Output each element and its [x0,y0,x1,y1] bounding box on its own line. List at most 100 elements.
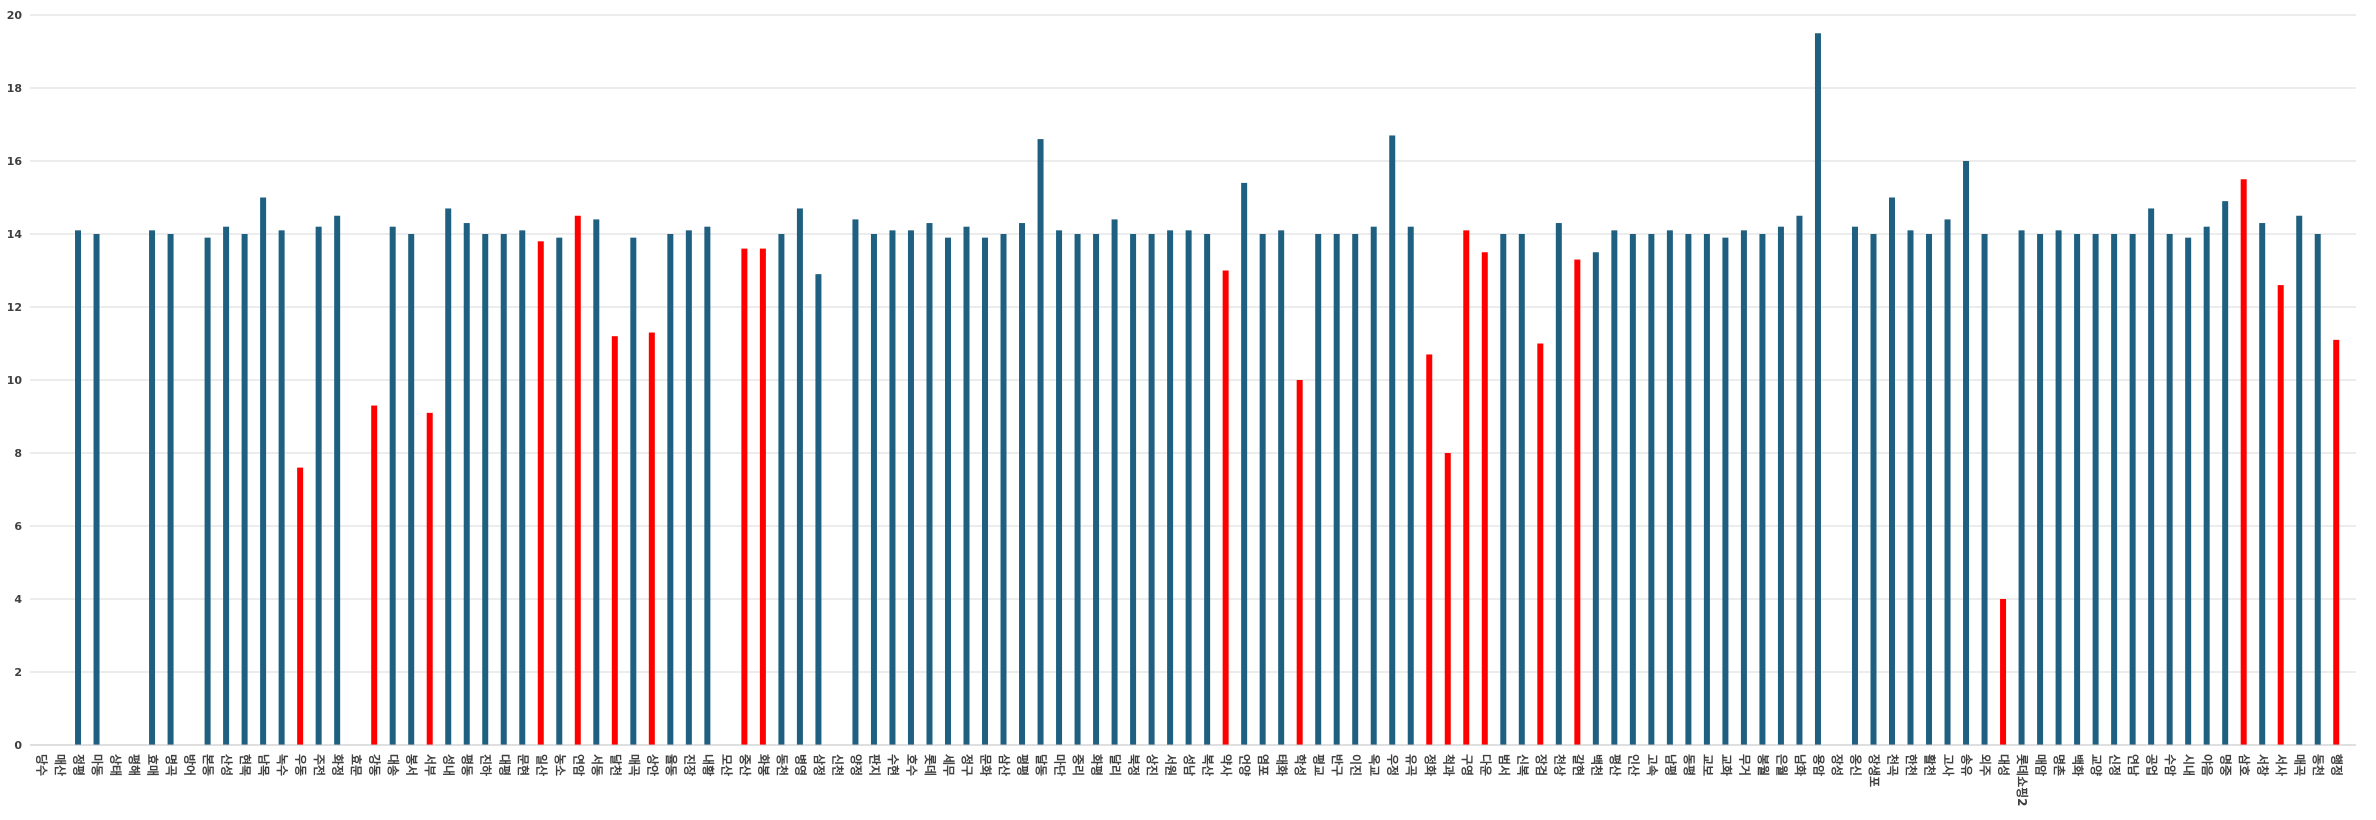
bar [1814,33,1821,745]
x-tick-label: 당수 [35,754,50,776]
x-tick-label: 교양 [2089,754,2104,776]
bar [2074,234,2081,745]
bar [1592,252,1599,745]
y-tick-label: 20 [7,9,23,22]
x-tick-label: 대송 [386,754,400,776]
bar [907,230,914,746]
gridlines [30,14,2356,673]
x-tick-label: 반구 [1330,754,1345,776]
bar [389,226,396,745]
bar-highlighted [648,332,655,745]
bar [1703,234,1710,745]
x-tick-label: 서동 [590,754,605,776]
x-tick-label: 중리 [1071,754,1086,776]
x-tick-label: 한천 [1904,754,1919,776]
x-tick-label: 서원 [1164,754,1179,776]
bar [2037,234,2044,745]
x-tick-label: 녹수 [275,754,289,776]
bar [2055,230,2062,746]
bar [1981,234,1988,745]
bar [1148,234,1155,745]
x-tick-label: 봉서 [405,754,420,776]
bar [1666,230,1673,746]
x-tick-label: 롯데쇼핑2 [2015,754,2030,807]
bar [2129,234,2136,745]
bar [685,230,692,746]
bar [408,234,415,745]
bar-highlighted [426,412,433,745]
x-tick-label: 방어 [183,754,198,776]
bar [1333,234,1340,745]
bar [1963,161,1970,745]
bar [1037,139,1044,746]
bar [1204,234,1211,745]
x-tick-label: 상진 [1145,754,1160,776]
x-tick-label: 양정 [849,754,864,776]
x-tick-label: 성내 [442,754,457,776]
x-tick-label: 주전 [312,754,327,776]
bar [926,223,933,746]
bar [1500,234,1507,745]
x-tick-label: 고사 [1941,754,1956,776]
bar [870,234,877,745]
bar [1740,230,1747,746]
bar-highlighted [1296,380,1303,745]
bar [1241,182,1248,745]
x-tick-label: 봉월 [1756,754,1771,776]
x-tick-label: 공업 [2145,754,2159,776]
x-tick-label: 달천 [608,754,623,776]
x-tick-label: 정평 [72,754,87,776]
x-tick-label: 행정 [2330,754,2345,776]
bar [982,237,989,745]
bar [93,234,100,745]
x-tick-label: 외주 [1978,754,1993,776]
x-tick-label: 태화 [1275,754,1290,776]
x-tick-label: 진장 [682,754,697,776]
bar-highlighted [1463,230,1470,746]
x-tick-label: 효매 [146,754,161,776]
bar [2166,234,2173,745]
bar-highlighted [297,467,304,745]
x-tick-label: 마단 [1053,754,1068,776]
bar [1629,234,1636,745]
bar [1315,234,1322,745]
bar [1685,234,1692,745]
x-tick-label: 옥교 [1367,754,1382,776]
x-tick-label: 백화 [2071,754,2086,776]
x-tick-label: 옹신 [1848,754,1863,776]
x-tick-label: 마동 [90,754,105,776]
x-tick-label: 대성 [1997,754,2011,776]
bar [2018,230,2025,746]
x-tick-label: 교보 [1700,754,1714,776]
bar [1555,223,1562,746]
x-tick-label: 매암 [2034,754,2049,776]
x-tick-label: 서창 [2256,754,2271,776]
bar [241,234,248,745]
x-tick-label: 본동 [201,754,215,776]
x-tick-label: 달동 [1034,754,1048,776]
x-tick-label: 이진 [1349,754,1364,776]
x-tick-label: 수암 [2163,754,2177,776]
bar [1093,234,1100,745]
y-tick-label: 8 [14,447,22,460]
bar [815,274,822,745]
bar [334,215,341,745]
bar [2111,234,2118,745]
x-tick-label: 삼호 [2237,754,2252,776]
x-tick-label: 율동 [664,754,678,776]
x-tick-label: 매곡 [627,754,642,776]
bar-highlighted [574,215,581,745]
x-tick-label: 세무 [941,754,956,776]
x-tick-label: 명중 [2219,754,2233,776]
bar [1019,223,1026,746]
x-tick-label: 남평 [1663,754,1678,776]
bar [2203,226,2210,745]
x-tick-label: 평해 [127,754,141,776]
x-tick-label: 문화 [979,754,994,776]
bar [482,234,489,745]
bar-highlighted [2000,599,2007,745]
x-tick-label: 정구 [960,754,975,776]
x-tick-label: 범서 [1497,754,1512,776]
bar [630,237,637,745]
